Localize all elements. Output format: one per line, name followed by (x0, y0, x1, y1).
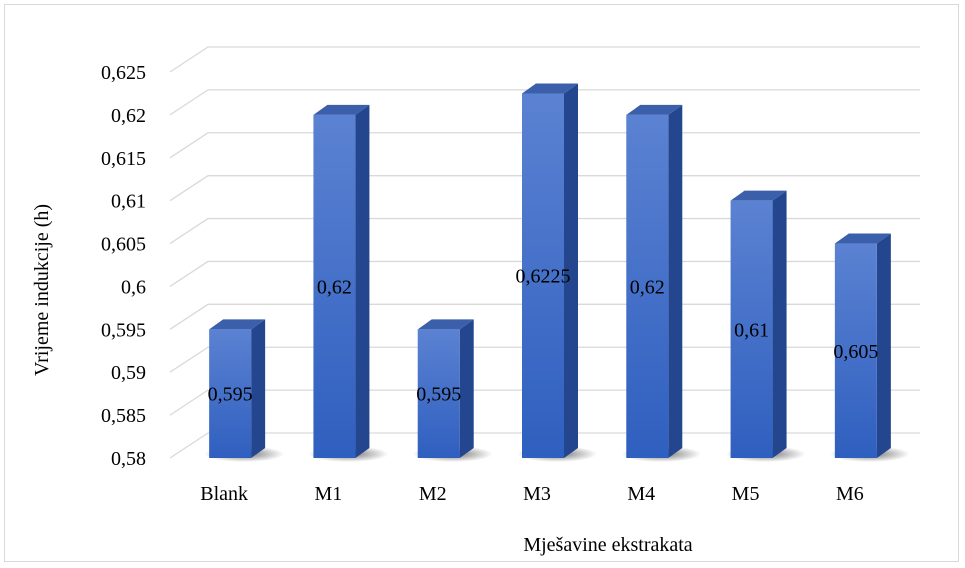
x-category-label: M5 (732, 483, 760, 505)
x-category-label: M4 (627, 483, 655, 505)
gridline (169, 217, 920, 245)
gridline (169, 303, 920, 330)
bar-m5: 0,61 (725, 190, 806, 462)
y-tick-label: 0,595 (101, 319, 146, 341)
bar-front-face (209, 329, 252, 458)
bar-top-face (209, 319, 266, 330)
x-category-label: M1 (315, 483, 343, 505)
data-label: 0,6225 (516, 266, 571, 288)
gridline (169, 46, 920, 73)
data-label: 0,595 (416, 384, 461, 406)
bar-top-face (313, 104, 370, 115)
y-tick-label: 0,625 (101, 62, 146, 84)
y-tick-label: 0,62 (111, 105, 146, 127)
bar-top-face (834, 233, 891, 244)
y-axis-ticks: 0,58 0,585 0,59 0,595 0,6 0,605 0,61 0,615 0,62 0… (101, 62, 146, 470)
bar-front-face (730, 200, 773, 458)
data-label: 0,62 (630, 276, 665, 298)
bar-top-face (730, 190, 787, 201)
bar-m3: 0,6225 (516, 83, 597, 462)
gridline (169, 260, 920, 287)
bar-m1: 0,62 (308, 104, 389, 462)
bar-side-face (876, 233, 891, 458)
bar-side-face (459, 319, 474, 458)
gridline (169, 89, 920, 116)
x-category-label: M3 (523, 483, 551, 505)
y-tick-label: 0,6 (121, 276, 146, 298)
bar-side-face (355, 104, 370, 458)
x-category-label: M6 (836, 483, 864, 505)
bar-m6: 0,605 (829, 233, 910, 462)
data-label: 0,605 (833, 341, 878, 363)
y-tick-label: 0,58 (111, 448, 146, 470)
gridlines (169, 46, 920, 459)
bar-front-face (417, 329, 460, 458)
gridline (169, 175, 920, 202)
bar-side-face (772, 190, 787, 458)
bar-side-face (251, 319, 266, 458)
data-label: 0,62 (317, 276, 352, 298)
y-tick-label: 0,605 (101, 234, 146, 256)
data-label: 0,61 (734, 319, 769, 341)
y-tick-label: 0,585 (101, 405, 146, 427)
x-category-label: Blank (200, 483, 248, 505)
bar-blank: 0,595 (204, 319, 285, 462)
bar-m4: 0,62 (621, 104, 702, 462)
bar-front-face (522, 93, 564, 458)
gridline (169, 346, 920, 373)
bar-side-face (668, 104, 683, 458)
bar-front-face (313, 114, 356, 458)
bar-m2: 0,595 (412, 319, 493, 462)
bar-top-face (626, 104, 683, 115)
y-tick-label: 0,615 (101, 148, 146, 170)
data-label: 0,595 (208, 384, 253, 406)
x-axis-title: Mješavine ekstrakata (523, 534, 692, 556)
x-axis-categories: Blank M1 M2 M3 M4 M5 M6 (200, 483, 864, 505)
y-tick-label: 0,61 (111, 191, 146, 213)
bar-top-face (522, 83, 578, 94)
bar-front-face (626, 114, 669, 458)
y-tick-label: 0,59 (111, 362, 146, 384)
x-category-label: M2 (419, 483, 447, 505)
gridline (169, 432, 920, 459)
gridline (169, 389, 920, 416)
bar-top-face (417, 319, 474, 330)
bar-side-face (564, 83, 578, 458)
y-axis-title: Vrijeme indukcije (h) (31, 204, 53, 376)
bars: 0,595 0,62 0,595 0,6225 0,62 0,61 0,605 (204, 83, 910, 462)
bar-front-face (834, 243, 877, 458)
chart-area (4, 4, 959, 562)
gridline (169, 132, 920, 159)
